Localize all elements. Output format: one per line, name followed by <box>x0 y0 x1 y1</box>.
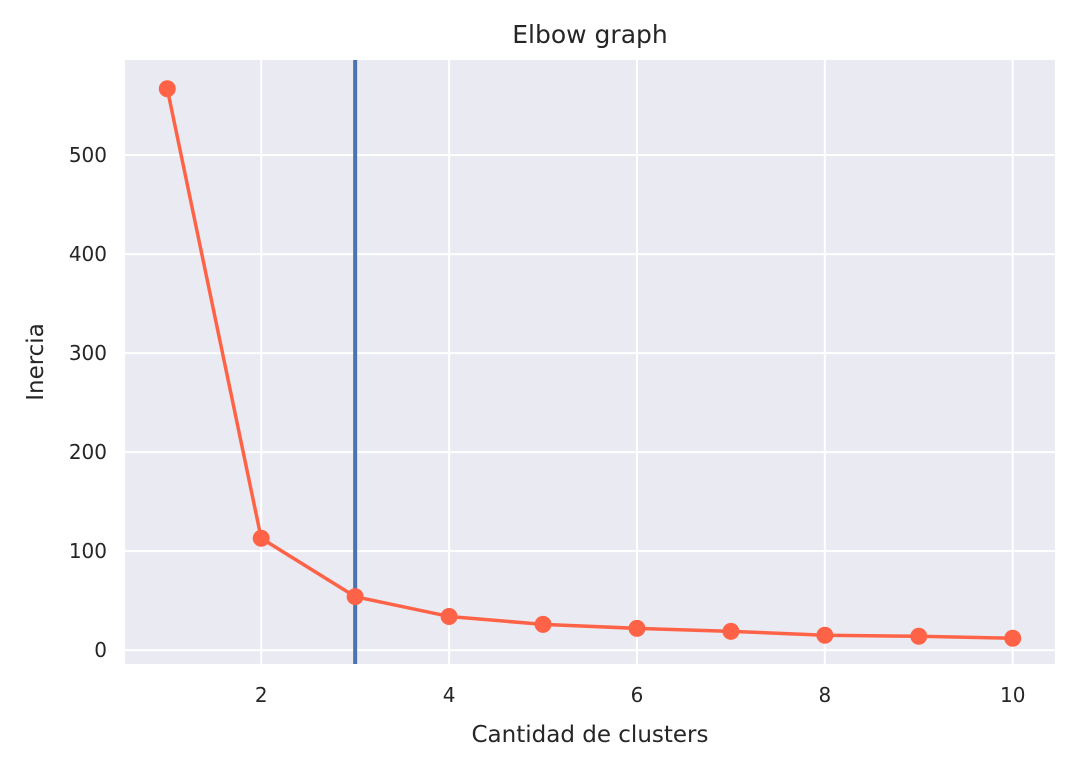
y-tick-label: 200 <box>69 440 107 464</box>
data-point <box>816 626 834 644</box>
y-axis-label: Inercia <box>23 323 49 401</box>
data-point <box>722 622 740 640</box>
data-point <box>252 529 270 547</box>
chart-title: Elbow graph <box>512 20 667 49</box>
x-tick-label: 10 <box>1000 683 1025 707</box>
data-point <box>628 619 646 637</box>
y-tick-label: 0 <box>94 638 107 662</box>
x-axis-label: Cantidad de clusters <box>471 722 708 748</box>
data-point <box>1004 629 1022 647</box>
y-tick-label: 300 <box>69 341 107 365</box>
x-tick-label: 4 <box>443 683 456 707</box>
data-point <box>440 607 458 625</box>
series-layer <box>158 80 1022 647</box>
y-tick-labels: 0 100 200 300 400 500 <box>69 143 107 662</box>
data-point <box>158 80 176 98</box>
x-tick-label: 2 <box>255 683 268 707</box>
y-tick-label: 400 <box>69 242 107 266</box>
y-tick-label: 500 <box>69 143 107 167</box>
x-tick-labels: 2 4 6 8 10 <box>255 683 1026 707</box>
series-line <box>165 88 1013 641</box>
y-tick-label: 100 <box>69 539 107 563</box>
plot-area <box>125 60 1055 664</box>
x-tick-label: 6 <box>631 683 644 707</box>
data-point <box>346 588 364 606</box>
x-tick-label: 8 <box>818 683 831 707</box>
data-point <box>534 615 552 633</box>
data-point <box>910 627 928 645</box>
